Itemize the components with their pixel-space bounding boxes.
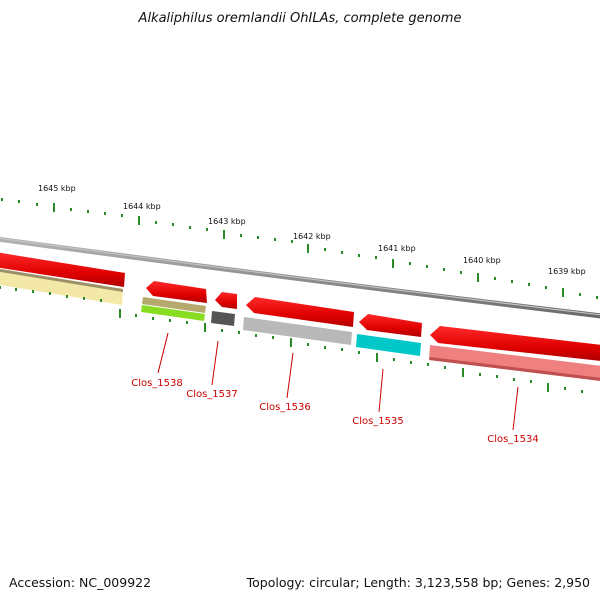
cds-clos1538[interactable] [146,281,207,303]
cog-block-clos1535[interactable] [356,334,421,356]
leader-line-clos1534 [512,386,519,431]
cog-block[interactable] [0,268,123,305]
ruler-label: 1645 kbp [38,184,76,193]
cds-clos1537[interactable] [215,292,237,309]
ruler-label: 1639 kbp [548,267,586,276]
cds-clos1536[interactable] [246,297,354,327]
cog-block-clos1537[interactable] [211,311,235,326]
leader-line-clos1538 [157,332,169,374]
genome-backbone [0,236,600,319]
gene-label-clos1535[interactable]: Clos_1535 [352,416,404,427]
ruler-label: 1642 kbp [293,232,331,241]
gene-label-lines [157,332,519,431]
cog-block-clos1536[interactable] [243,317,352,345]
cog-block-clos1538-b[interactable] [141,305,205,321]
cog-block-clos1538[interactable] [142,297,206,313]
leader-line-clos1537 [211,340,219,386]
cog-block-clos1534[interactable] [429,345,600,381]
map-title: Alkaliphilus oremlandii OhILAs, complete… [138,11,462,26]
cds-clos1535[interactable] [359,314,422,337]
leader-line-clos1535 [378,368,384,413]
accession-text: Accession: NC_009922 [9,575,152,590]
ruler-labels: 1645 kbp 1644 kbp 1643 kbp 1642 kbp 1641… [38,184,586,276]
cds-forward-partial[interactable] [0,252,125,287]
ruler-label: 1640 kbp [463,256,501,265]
cds-clos1534[interactable] [430,326,600,361]
gene-label-clos1537[interactable]: Clos_1537 [186,389,238,400]
ruler-ticks-outer [1,198,598,299]
ruler-ticks-inner [0,286,583,393]
forward-strand-track [0,252,600,361]
gene-label-clos1536[interactable]: Clos_1536 [259,402,311,413]
leader-line-clos1536 [286,352,294,399]
genome-summary-text: Topology: circular; Length: 3,123,558 bp… [246,575,590,590]
gene-label-clos1534[interactable]: Clos_1534 [487,434,539,445]
gene-labels: Clos_1538 Clos_1537 Clos_1536 Clos_1535 … [131,378,539,445]
ruler-label: 1641 kbp [378,244,416,253]
gene-label-clos1538[interactable]: Clos_1538 [131,378,183,389]
ruler-label: 1643 kbp [208,217,246,226]
cog-track [0,268,600,381]
ruler-label: 1644 kbp [123,202,161,211]
